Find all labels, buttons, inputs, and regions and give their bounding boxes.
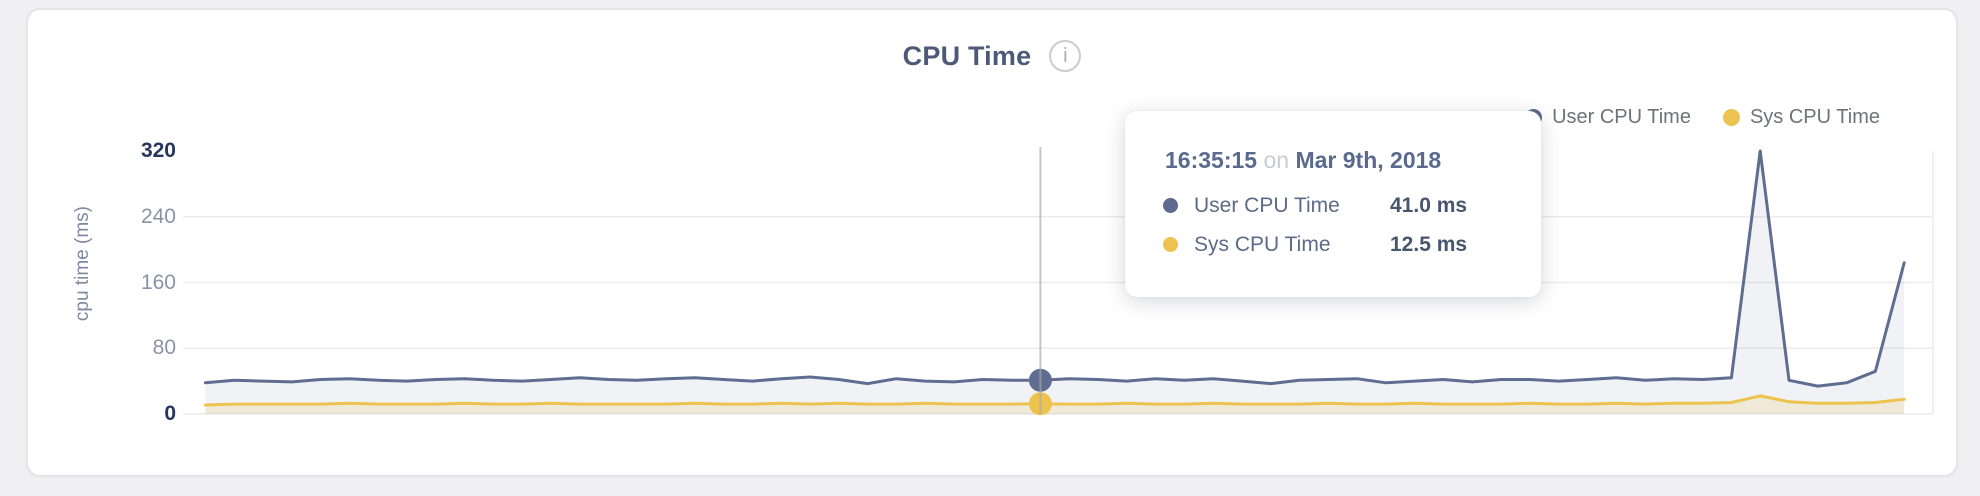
y-tick-label: 320 (140, 139, 176, 162)
y-tick-label: 0 (164, 402, 176, 425)
tooltip-series-value: 12.5 ms (1390, 232, 1468, 256)
legend-item-sys-cpu-time[interactable]: Sys CPU Time (1722, 106, 1880, 129)
chart-title: CPU Time (902, 40, 1032, 71)
y-tick-label: 80 (152, 336, 176, 360)
tooltip-row: Sys CPU Time 12.5 ms (1163, 225, 1541, 264)
tooltip-series-label: Sys CPU Time (1194, 232, 1331, 256)
legend-label: Sys CPU Time (1749, 106, 1880, 128)
tooltip-row: User CPU Time 41.0 ms (1163, 186, 1541, 225)
tooltip-time: 16:35:15 (1165, 147, 1258, 173)
tooltip-series-label: User CPU Time (1194, 193, 1340, 217)
tooltip-connector: on (1263, 147, 1290, 173)
chart-tooltip: 16:35:15 on Mar 9th, 2018 User CPU Time 4… (1125, 111, 1541, 297)
cpu-time-chart-card: CPU Time i User CPU Time Sys CPU Time cpu… (26, 8, 1958, 477)
tooltip-series-dot (1163, 198, 1178, 213)
chart-plot-area[interactable] (28, 10, 1980, 496)
legend-swatch (1722, 109, 1740, 126)
user-cpu-time-line (203, 149, 1906, 388)
y-tick-label: 160 (140, 270, 176, 294)
user-cpu-time-area (205, 151, 1905, 414)
tooltip-title: 16:35:15 on Mar 9th, 2018 (1165, 147, 1541, 174)
tooltip-date: Mar 9th, 2018 (1295, 147, 1442, 173)
chart-legend: User CPU Time Sys CPU Time (1525, 106, 1880, 129)
tooltip-series-value: 41.0 ms (1390, 193, 1468, 217)
legend-label: User CPU Time (1552, 106, 1691, 128)
y-tick-label: 240 (140, 204, 176, 228)
legend-item-user-cpu-time[interactable]: User CPU Time (1525, 106, 1691, 129)
sys-cpu-time-line (203, 394, 1906, 407)
tooltip-rows: User CPU Time 41.0 ms Sys CPU Time 12.5 ms (1163, 186, 1541, 264)
tooltip-series-dot (1163, 237, 1178, 252)
info-icon[interactable]: i (1049, 40, 1082, 72)
chart-header: CPU Time i (28, 40, 1956, 72)
